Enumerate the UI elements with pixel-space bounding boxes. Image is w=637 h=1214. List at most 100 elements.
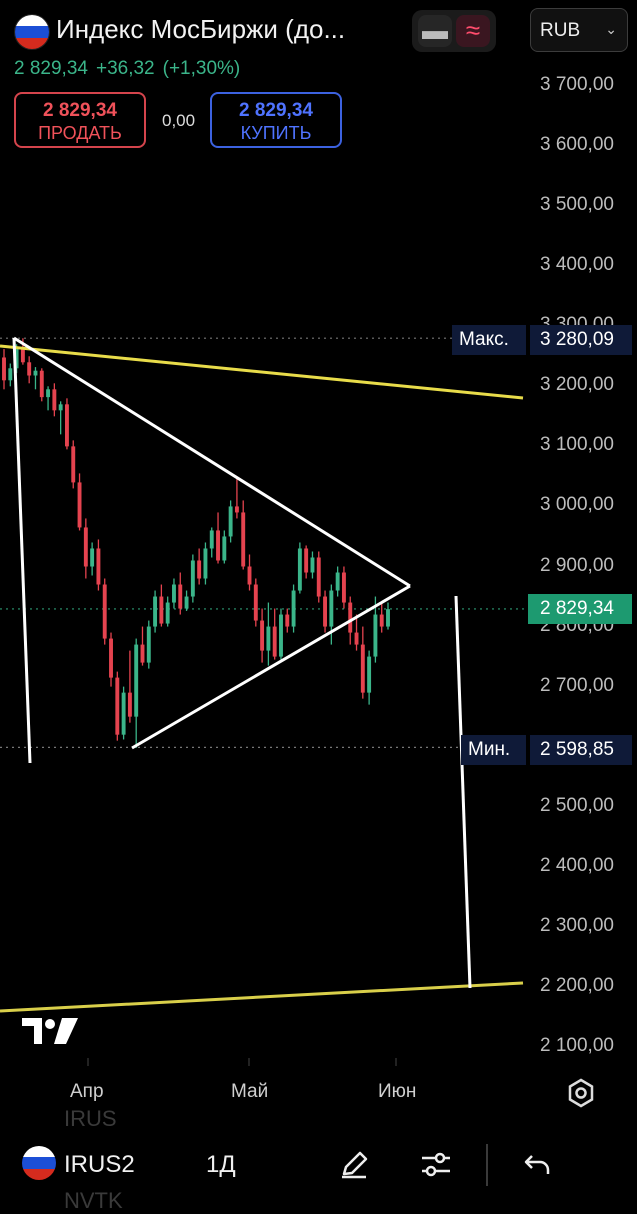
y-tick-label: 3 200,00	[540, 374, 614, 396]
candle-body	[127, 692, 132, 717]
chevron-down-icon: ⌄	[605, 21, 617, 37]
quote-line: 2 829,34 +36,32 (+1,30%)	[14, 58, 248, 80]
symbol-button[interactable]: IRUS2	[64, 1151, 135, 1178]
y-tick-label: 3 500,00	[540, 194, 614, 216]
candle-body	[234, 506, 239, 513]
candle-body	[90, 548, 95, 567]
candle-body	[354, 632, 359, 645]
flag-russia-icon	[22, 1146, 56, 1180]
y-tick-label: 3 400,00	[540, 254, 614, 276]
candle-body	[146, 626, 151, 663]
candle-body	[121, 692, 126, 735]
candle-body	[228, 506, 233, 537]
candle-body	[247, 566, 252, 585]
line-style-icon[interactable]: ▬	[418, 15, 452, 47]
triangle-lower-line	[131, 584, 411, 750]
candle-body	[335, 572, 340, 591]
candle-body	[386, 609, 390, 627]
candle-body	[14, 347, 19, 369]
buy-label: КУПИТЬ	[240, 123, 312, 143]
candle-body	[291, 590, 296, 627]
candle-body	[203, 548, 208, 579]
candle-body	[197, 560, 202, 579]
flag-russia-icon	[14, 14, 50, 50]
candle-body	[64, 404, 69, 447]
candle-body	[33, 370, 38, 376]
candle-body	[323, 596, 328, 627]
y-tick-label: 2 500,00	[540, 794, 614, 816]
buy-button[interactable]: 2 829,34 КУПИТЬ	[210, 92, 342, 148]
candle-body	[367, 656, 372, 693]
candle-body	[8, 368, 13, 381]
watchlist-item-ghost: IRUS	[64, 1106, 117, 1131]
change-pct: (+1,30%)	[162, 58, 241, 79]
wave-icon[interactable]: ≈	[456, 15, 490, 47]
candle-body	[222, 536, 227, 561]
candle-body	[272, 626, 277, 657]
target-projection-line	[454, 595, 472, 989]
last-price: 2 829,34	[14, 58, 88, 79]
y-tick-label: 3 600,00	[540, 134, 614, 156]
user-drawings	[0, 336, 524, 1013]
y-tick-label: 3 700,00	[540, 74, 614, 95]
toolbar-divider	[486, 1144, 488, 1186]
yellow-trendline-upper	[0, 344, 524, 400]
candle-body	[115, 677, 120, 735]
candle-body	[134, 644, 139, 717]
candle-body	[216, 530, 220, 561]
y-tick-label: 2 900,00	[540, 554, 614, 576]
y-tick-label: 2 300,00	[540, 914, 614, 936]
candle-body	[266, 626, 271, 651]
candle-body	[71, 446, 76, 483]
chart-mode-toggle[interactable]: ▬ ≈	[412, 10, 496, 52]
candle-body	[184, 596, 189, 609]
spread-value: 0,00	[162, 111, 196, 130]
buy-price: 2 829,34	[239, 100, 313, 121]
x-tick-label: Апр	[70, 1081, 104, 1102]
y-tick-label: 2 700,00	[540, 674, 614, 696]
candle-body	[253, 584, 258, 621]
candle-body	[310, 557, 315, 573]
change-abs: +36,32	[95, 58, 155, 79]
currency-select[interactable]: RUB ⌄	[530, 8, 628, 52]
candle-body	[316, 557, 321, 597]
yellow-trendline-lower	[0, 981, 524, 1013]
pencil-icon[interactable]	[336, 1146, 372, 1182]
candle-body	[96, 548, 101, 585]
triangle-upper-line	[13, 336, 411, 588]
y-tick-label: 3 000,00	[540, 494, 614, 516]
candle-body	[102, 584, 107, 639]
y-tick-label: 2 100,00	[540, 1035, 614, 1056]
candle-body	[165, 602, 170, 624]
candle-body	[178, 584, 183, 609]
y-tick-label: 2 200,00	[540, 974, 614, 996]
candle-body	[39, 370, 44, 398]
candle-body	[279, 614, 283, 657]
sliders-icon[interactable]	[418, 1146, 454, 1182]
candle-body	[360, 644, 365, 693]
candle-body	[329, 590, 334, 627]
candle-body	[77, 482, 82, 528]
current-price-tag: 2 829,34	[528, 594, 632, 624]
currency-value: RUB	[540, 20, 581, 41]
candle-body	[140, 644, 145, 663]
candle-body	[20, 347, 25, 363]
sell-button[interactable]: 2 829,34 ПРОДАТЬ	[14, 92, 146, 148]
candle-body	[241, 512, 246, 567]
candle-body	[153, 596, 158, 627]
timeframe-button[interactable]: 1Д	[206, 1151, 236, 1178]
white-pole-line	[12, 337, 32, 764]
x-tick-label: Июн	[378, 1081, 417, 1102]
candle-body	[159, 596, 164, 624]
candle-body	[297, 548, 302, 591]
candle-body	[348, 602, 353, 633]
settings-icon[interactable]	[566, 1078, 596, 1108]
candle-body	[209, 530, 214, 549]
y-tick-label: 2 400,00	[540, 854, 614, 876]
candle-body	[379, 614, 384, 627]
candle-body	[373, 614, 378, 657]
undo-icon[interactable]	[520, 1146, 556, 1182]
instrument-title[interactable]: Индекс МосБиржи (до...	[56, 14, 346, 44]
candle-body	[109, 638, 113, 678]
